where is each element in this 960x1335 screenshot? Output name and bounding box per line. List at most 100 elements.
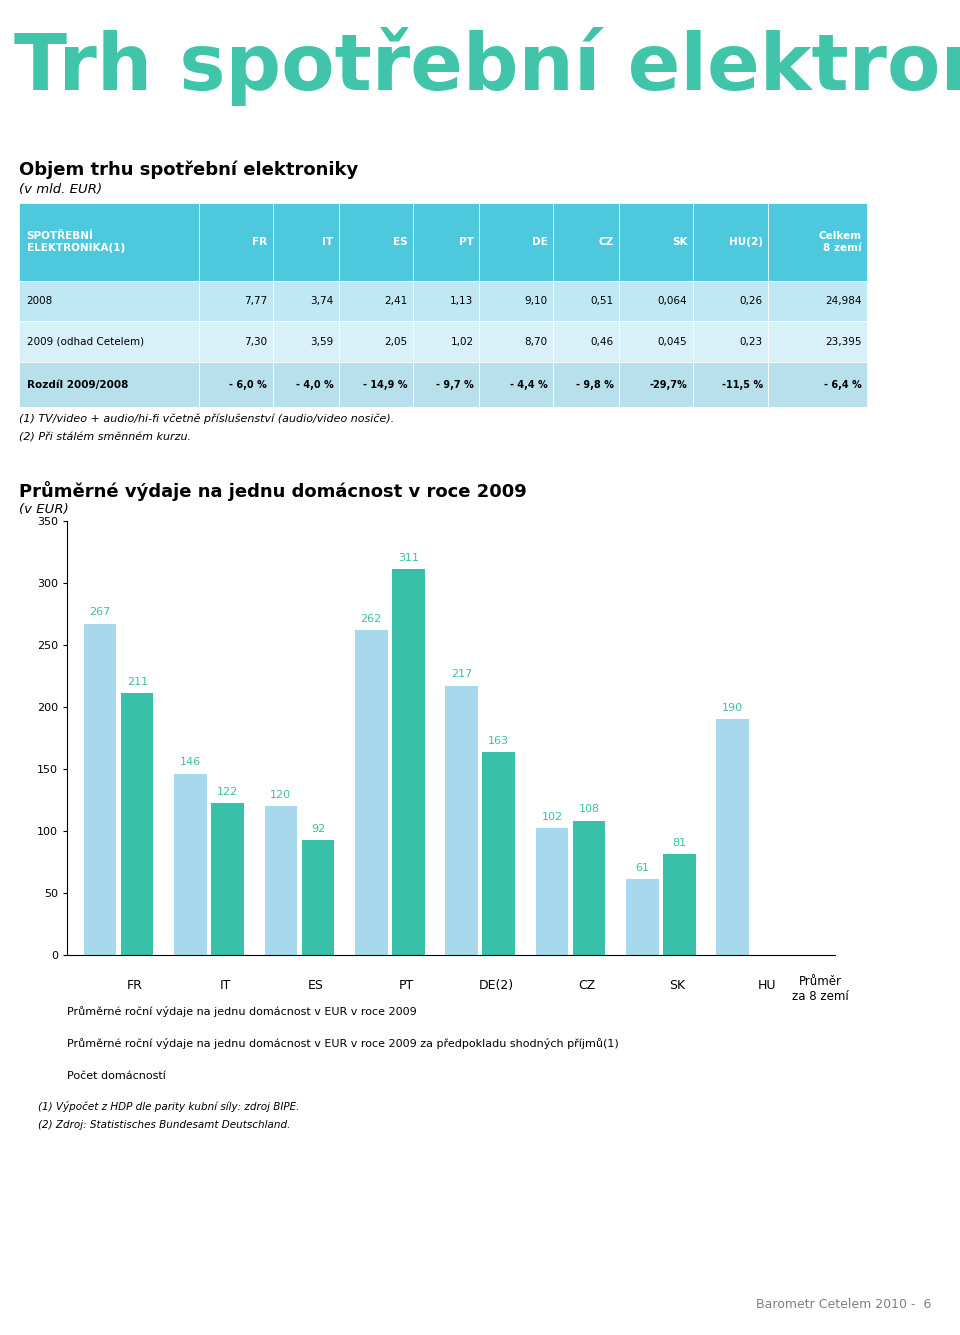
Text: HU(2): HU(2) (729, 236, 763, 247)
Text: 2,41: 2,41 (384, 296, 407, 306)
Text: 1,02: 1,02 (450, 336, 473, 347)
Bar (536, 828, 568, 955)
Bar (716, 720, 749, 955)
Bar (199, 322, 273, 362)
Bar (663, 854, 696, 955)
Text: 0,23: 0,23 (740, 336, 763, 347)
Text: Počet domácností: Počet domácností (67, 1071, 166, 1081)
Text: 163: 163 (488, 737, 509, 746)
Text: 0,46: 0,46 (590, 336, 613, 347)
Text: 24,984: 24,984 (825, 296, 861, 306)
Text: 3 891 669: 3 891 669 (382, 1023, 430, 1031)
Bar (553, 280, 619, 322)
Text: 108: 108 (579, 805, 600, 814)
Text: 0,045: 0,045 (658, 336, 687, 347)
Text: (2) Při stálém směnném kurzu.: (2) Při stálém směnném kurzu. (19, 433, 191, 442)
Bar (479, 280, 553, 322)
Bar (482, 753, 515, 955)
Text: 3,59: 3,59 (310, 336, 333, 347)
Bar (19, 203, 199, 280)
Text: (v EUR): (v EUR) (19, 503, 69, 517)
Bar (19, 280, 199, 322)
Text: FR: FR (127, 979, 143, 992)
Text: 27 369 000: 27 369 000 (108, 1023, 162, 1031)
Text: ES: ES (308, 979, 324, 992)
Text: ES: ES (393, 236, 407, 247)
Text: DE: DE (532, 236, 547, 247)
Text: 311: 311 (397, 553, 419, 563)
Text: Barometr Cetelem 2010 -  6: Barometr Cetelem 2010 - 6 (756, 1298, 931, 1311)
Text: 7,30: 7,30 (244, 336, 267, 347)
Bar (19, 322, 199, 362)
Text: 3,74: 3,74 (310, 296, 333, 306)
Text: 7,77: 7,77 (244, 296, 267, 306)
Text: Trh spotřební elektroniky: Trh spotřební elektroniky (14, 27, 960, 107)
Text: Průměrné roční výdaje na jednu domácnost v EUR v roce 2009: Průměrné roční výdaje na jednu domácnost… (67, 1007, 417, 1017)
Text: 1,13: 1,13 (450, 296, 473, 306)
Text: 102: 102 (541, 812, 563, 822)
Text: 2,05: 2,05 (384, 336, 407, 347)
Text: SPOTŘEBNÍ
ELEKTRONIKA(1): SPOTŘEBNÍ ELEKTRONIKA(1) (27, 231, 125, 252)
Text: PT: PT (398, 979, 414, 992)
Bar (553, 362, 619, 407)
Text: 211: 211 (127, 677, 148, 686)
Text: 0,51: 0,51 (590, 296, 613, 306)
Text: 4 490 000: 4 490 000 (563, 1023, 611, 1031)
Text: 81: 81 (672, 838, 686, 848)
Text: 267: 267 (89, 607, 110, 617)
Text: SK: SK (669, 979, 685, 992)
Bar (273, 203, 339, 280)
Text: 92: 92 (311, 824, 325, 834)
Bar (273, 362, 339, 407)
Text: -11,5 %: -11,5 % (722, 379, 763, 390)
Text: Celkem
8 zemí: Celkem 8 zemí (819, 231, 861, 252)
Text: 190: 190 (722, 702, 743, 713)
Bar (553, 322, 619, 362)
Bar (413, 322, 479, 362)
Text: Rozdíl 2009/2008: Rozdíl 2009/2008 (27, 379, 128, 390)
Text: CZ: CZ (598, 236, 613, 247)
Bar (339, 362, 413, 407)
Text: Průměr
za 8 zemí: Průměr za 8 zemí (792, 975, 849, 1003)
Text: 262: 262 (361, 614, 382, 623)
Bar (619, 280, 693, 322)
Text: CZ: CZ (578, 979, 595, 992)
Text: - 4,4 %: - 4,4 % (510, 379, 547, 390)
Text: 17 017 750: 17 017 750 (289, 1023, 343, 1031)
Bar (693, 322, 768, 362)
Text: 146: 146 (180, 757, 201, 768)
Bar (479, 322, 553, 362)
Bar (768, 203, 867, 280)
Bar (573, 821, 605, 955)
Bar (301, 841, 334, 955)
Bar (84, 623, 116, 955)
Text: SK: SK (672, 236, 687, 247)
Text: - 14,9 %: - 14,9 % (363, 379, 407, 390)
Bar (199, 280, 273, 322)
Bar (619, 362, 693, 407)
Text: IT: IT (220, 979, 231, 992)
Text: 0,26: 0,26 (740, 296, 763, 306)
Text: 3 790 400: 3 790 400 (743, 1023, 791, 1031)
Bar (626, 878, 659, 955)
Text: - 6,0 %: - 6,0 % (229, 379, 267, 390)
Text: 2009 (odhad Cetelem): 2009 (odhad Cetelem) (27, 336, 144, 347)
Bar (339, 322, 413, 362)
Bar (693, 280, 768, 322)
Bar (768, 322, 867, 362)
Bar (768, 362, 867, 407)
Bar (768, 280, 867, 322)
Text: 120: 120 (271, 789, 292, 800)
Bar (619, 203, 693, 280)
Bar (175, 773, 206, 955)
Bar (693, 203, 768, 280)
Bar (19, 362, 199, 407)
Bar (273, 322, 339, 362)
Text: - 9,8 %: - 9,8 % (576, 379, 613, 390)
Text: 24 641 200: 24 641 200 (199, 1023, 252, 1031)
Text: (v mld. EUR): (v mld. EUR) (19, 183, 103, 196)
Text: 8,70: 8,70 (524, 336, 547, 347)
Text: FR: FR (252, 236, 267, 247)
Text: -29,7%: -29,7% (650, 379, 687, 390)
Text: - 9,7 %: - 9,7 % (436, 379, 473, 390)
